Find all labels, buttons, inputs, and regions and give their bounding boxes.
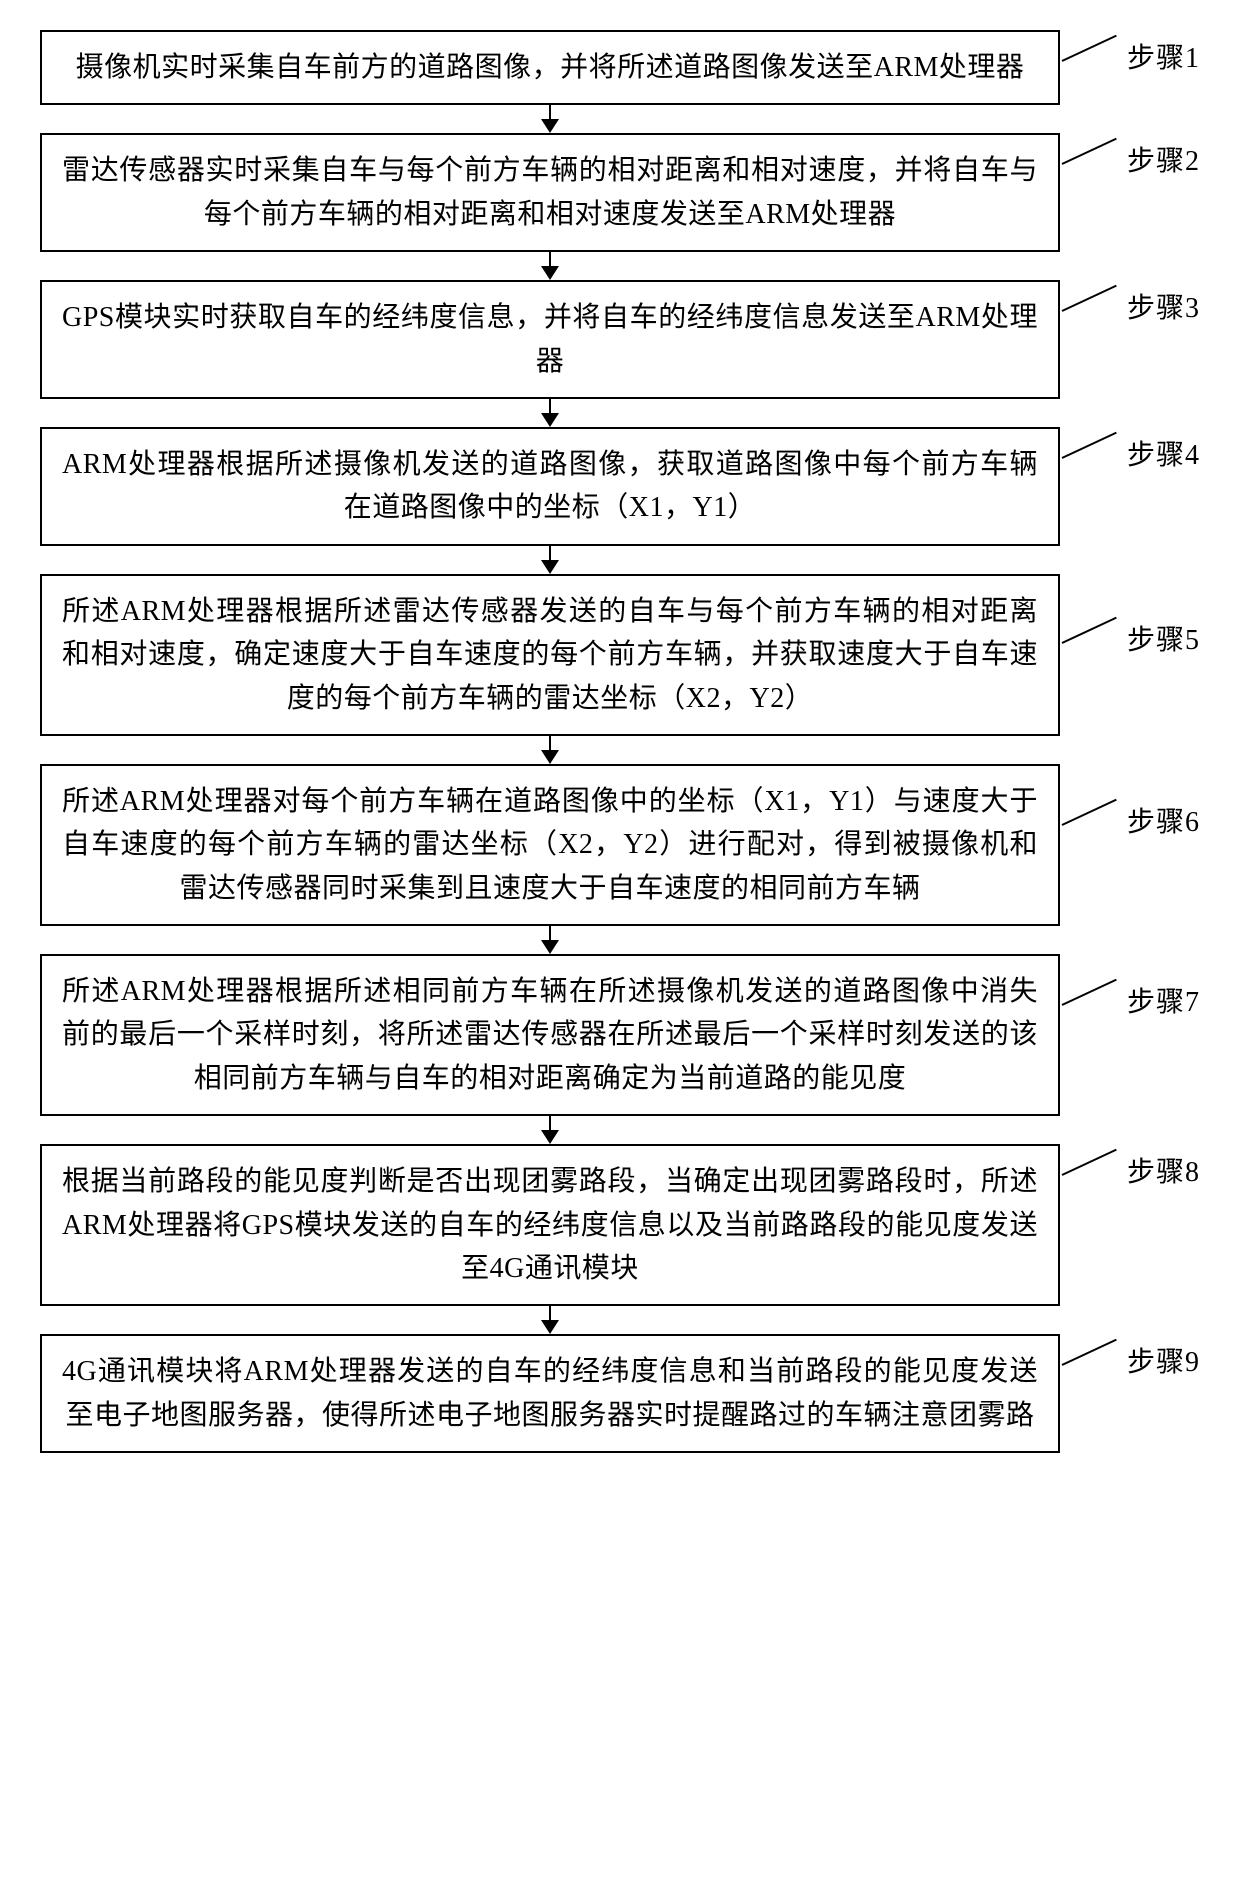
flow-arrow <box>541 546 559 574</box>
step-row: 雷达传感器实时采集自车与每个前方车辆的相对距离和相对速度，并将自车与每个前方车辆… <box>40 133 1200 252</box>
step-label-1: 步骤1 <box>1127 36 1200 76</box>
step-row: 摄像机实时采集自车前方的道路图像，并将所述道路图像发送至ARM处理器 步骤1 <box>40 30 1200 105</box>
flow-arrow <box>541 1306 559 1334</box>
step-row: GPS模块实时获取自车的经纬度信息，并将自车的经纬度信息发送至ARM处理器 步骤… <box>40 280 1200 399</box>
flowchart-container: 摄像机实时采集自车前方的道路图像，并将所述道路图像发送至ARM处理器 步骤1 雷… <box>40 30 1200 1453</box>
flow-arrow <box>541 105 559 133</box>
step-row: 根据当前路段的能见度判断是否出现团雾路段，当确定出现团雾路段时，所述ARM处理器… <box>40 1144 1200 1306</box>
step-row: 所述ARM处理器对每个前方车辆在道路图像中的坐标（X1，Y1）与速度大于自车速度… <box>40 764 1200 926</box>
step-box-5: 所述ARM处理器根据所述雷达传感器发送的自车与每个前方车辆的相对距离和相对速度，… <box>40 574 1060 736</box>
step-box-3: GPS模块实时获取自车的经纬度信息，并将自车的经纬度信息发送至ARM处理器 <box>40 280 1060 399</box>
flow-arrow <box>541 1116 559 1144</box>
step-box-6: 所述ARM处理器对每个前方车辆在道路图像中的坐标（X1，Y1）与速度大于自车速度… <box>40 764 1060 926</box>
step-box-8: 根据当前路段的能见度判断是否出现团雾路段，当确定出现团雾路段时，所述ARM处理器… <box>40 1144 1060 1306</box>
step-box-1: 摄像机实时采集自车前方的道路图像，并将所述道路图像发送至ARM处理器 <box>40 30 1060 105</box>
step-row: 4G通讯模块将ARM处理器发送的自车的经纬度信息和当前路段的能见度发送至电子地图… <box>40 1334 1200 1453</box>
step-row: ARM处理器根据所述摄像机发送的道路图像，获取道路图像中每个前方车辆在道路图像中… <box>40 427 1200 546</box>
step-box-9: 4G通讯模块将ARM处理器发送的自车的经纬度信息和当前路段的能见度发送至电子地图… <box>40 1334 1060 1453</box>
step-row: 所述ARM处理器根据所述雷达传感器发送的自车与每个前方车辆的相对距离和相对速度，… <box>40 574 1200 736</box>
step-label-3: 步骤3 <box>1127 286 1200 326</box>
step-label-7: 步骤7 <box>1127 980 1200 1020</box>
step-label-4: 步骤4 <box>1127 433 1200 473</box>
step-box-7: 所述ARM处理器根据所述相同前方车辆在所述摄像机发送的道路图像中消失前的最后一个… <box>40 954 1060 1116</box>
step-label-6: 步骤6 <box>1127 800 1200 840</box>
step-label-9: 步骤9 <box>1127 1340 1200 1380</box>
step-label-2: 步骤2 <box>1127 139 1200 179</box>
step-box-4: ARM处理器根据所述摄像机发送的道路图像，获取道路图像中每个前方车辆在道路图像中… <box>40 427 1060 546</box>
step-row: 所述ARM处理器根据所述相同前方车辆在所述摄像机发送的道路图像中消失前的最后一个… <box>40 954 1200 1116</box>
step-box-2: 雷达传感器实时采集自车与每个前方车辆的相对距离和相对速度，并将自车与每个前方车辆… <box>40 133 1060 252</box>
flow-arrow <box>541 399 559 427</box>
flow-arrow <box>541 252 559 280</box>
flow-arrow <box>541 736 559 764</box>
flow-arrow <box>541 926 559 954</box>
step-label-5: 步骤5 <box>1127 618 1200 658</box>
step-label-8: 步骤8 <box>1127 1150 1200 1190</box>
